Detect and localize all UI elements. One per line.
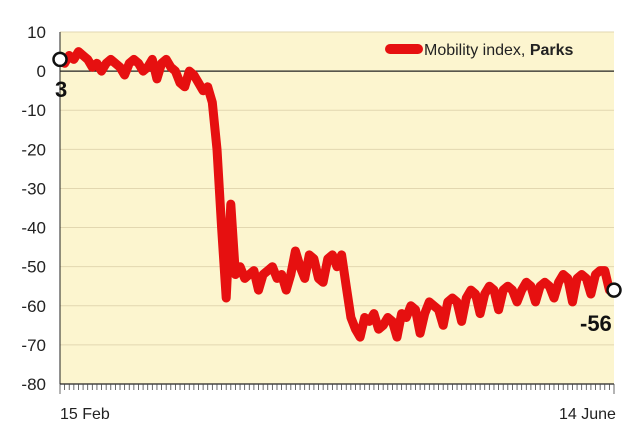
y-tick-label: -20 [21,140,46,159]
end-point-marker [606,282,622,298]
legend-label: Mobility index, Parks [424,42,574,59]
end-value-label: -56 [580,311,612,336]
y-tick-label: -60 [21,297,46,316]
y-tick-label: 0 [37,62,46,81]
y-tick-label: 10 [27,23,46,42]
y-tick-label: -40 [21,219,46,238]
legend-label-main: Mobility index, [424,42,530,59]
start-value-label: 3 [55,77,67,102]
legend-label-bold: Parks [530,42,574,59]
series-line-parks [55,47,619,342]
y-tick-label: -80 [21,375,46,394]
y-tick-label: -30 [21,179,46,198]
x-axis [59,32,615,394]
start-point-marker [52,51,68,68]
x-tick-label-start: 15 Feb [60,406,110,423]
x-tick-label-end: 14 June [559,406,616,423]
series-layer [55,47,619,342]
y-axis: 10 0 -10 -20 -30 -40 -50 -60 -70 -80 [21,23,46,394]
y-tick-label: -50 [21,258,46,277]
endpoint-markers [52,51,622,298]
y-tick-label: -70 [21,336,46,355]
legend: Mobility index, Parks [385,42,574,59]
y-tick-label: -10 [21,101,46,120]
plot-background [60,32,614,384]
